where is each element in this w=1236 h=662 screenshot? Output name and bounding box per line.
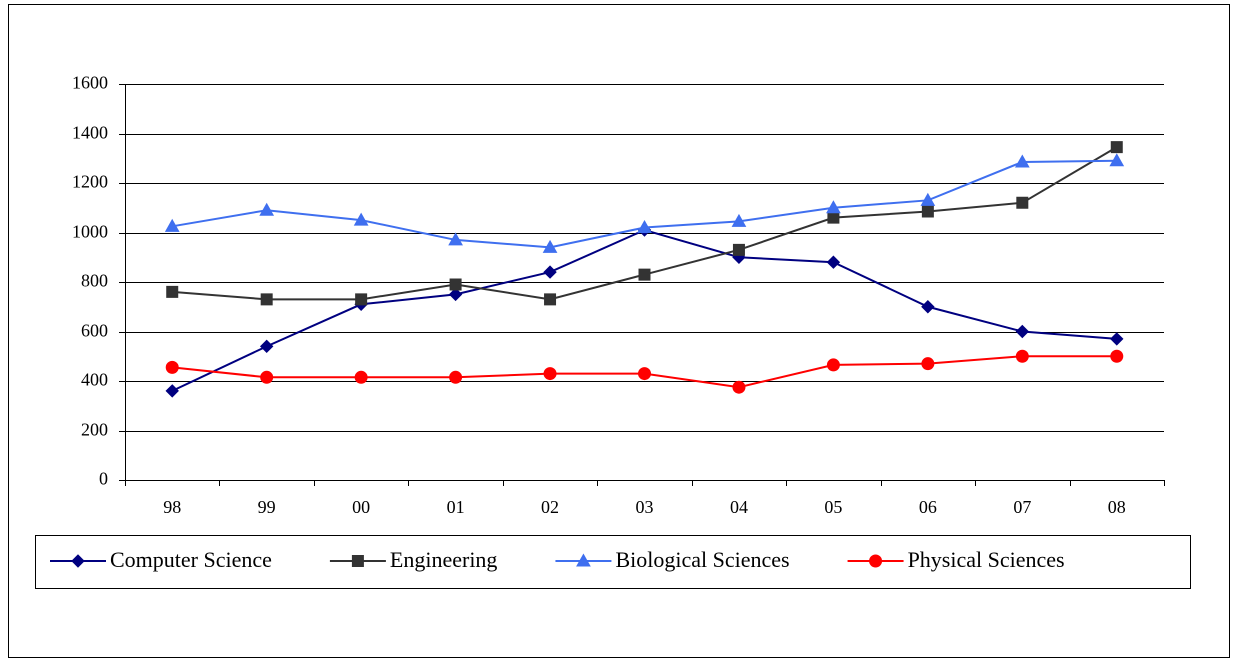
data-point (355, 293, 368, 306)
data-point (449, 370, 463, 384)
y-tick-label: 600 (81, 321, 108, 341)
legend-box (35, 535, 1191, 589)
data-point (543, 367, 557, 381)
legend-label: Biological Sciences (615, 547, 789, 572)
legend-item: Engineering (329, 547, 498, 572)
data-point (448, 287, 463, 302)
data-point (1015, 349, 1029, 363)
legend-marker (351, 555, 364, 567)
data-point (732, 380, 746, 394)
data-point (1014, 154, 1030, 168)
data-point (1015, 324, 1030, 339)
x-tick-label: 08 (1108, 497, 1126, 517)
data-point (731, 213, 747, 227)
data-point (921, 300, 935, 314)
legend-marker (71, 554, 85, 568)
x-tick-label: 99 (258, 497, 276, 517)
data-point (1110, 141, 1123, 154)
data-point (260, 293, 273, 306)
data-point (354, 370, 368, 384)
x-tick-label: 02 (541, 497, 559, 517)
data-point (826, 200, 841, 214)
x-tick-label: 05 (824, 497, 842, 517)
legend-label: Computer Science (110, 547, 272, 572)
data-point (259, 202, 275, 216)
legend-item: Physical Sciences (847, 547, 1065, 572)
y-tick-label: 1600 (72, 73, 108, 93)
data-point (826, 255, 841, 269)
x-tick-label: 00 (352, 497, 370, 517)
data-point (1110, 332, 1124, 346)
x-tick-label: 07 (1013, 497, 1031, 517)
y-tick-label: 1000 (72, 222, 108, 242)
y-tick-label: 200 (81, 420, 108, 440)
data-point (638, 268, 651, 281)
data-point (921, 357, 935, 371)
legend-marker (869, 554, 883, 568)
data-point (542, 239, 558, 253)
data-point (1016, 196, 1029, 209)
y-tick-label: 400 (81, 370, 108, 390)
legend-label: Physical Sciences (908, 547, 1065, 572)
data-point (544, 293, 557, 306)
x-tick-label: 01 (447, 497, 465, 517)
data-point (543, 265, 557, 279)
legend-label: Engineering (390, 547, 498, 572)
data-point (448, 232, 463, 246)
data-point (449, 278, 462, 291)
data-point (165, 360, 179, 374)
x-tick-label: 98 (163, 497, 181, 517)
data-point (259, 339, 274, 354)
data-point (164, 218, 180, 232)
legend-item: Biological Sciences (555, 547, 790, 572)
data-point (732, 243, 745, 256)
y-tick-label: 800 (81, 271, 108, 291)
data-point (1109, 153, 1125, 167)
data-point (166, 285, 179, 298)
data-point (260, 370, 274, 384)
data-point (638, 367, 651, 381)
data-point (165, 384, 179, 398)
data-point (920, 192, 936, 206)
data-point (637, 220, 652, 234)
data-point (1110, 349, 1124, 363)
data-point (353, 212, 369, 226)
x-tick-label: 06 (919, 497, 937, 517)
data-point (827, 211, 840, 224)
x-tick-label: 04 (730, 497, 748, 517)
y-tick-label: 1400 (72, 123, 108, 143)
legend-marker (576, 553, 591, 567)
data-point (826, 358, 840, 372)
data-point (921, 205, 934, 218)
legend-item: Computer Science (50, 547, 272, 572)
y-tick-label: 0 (99, 469, 108, 489)
y-tick-label: 1200 (72, 172, 108, 192)
x-tick-label: 03 (636, 497, 654, 517)
